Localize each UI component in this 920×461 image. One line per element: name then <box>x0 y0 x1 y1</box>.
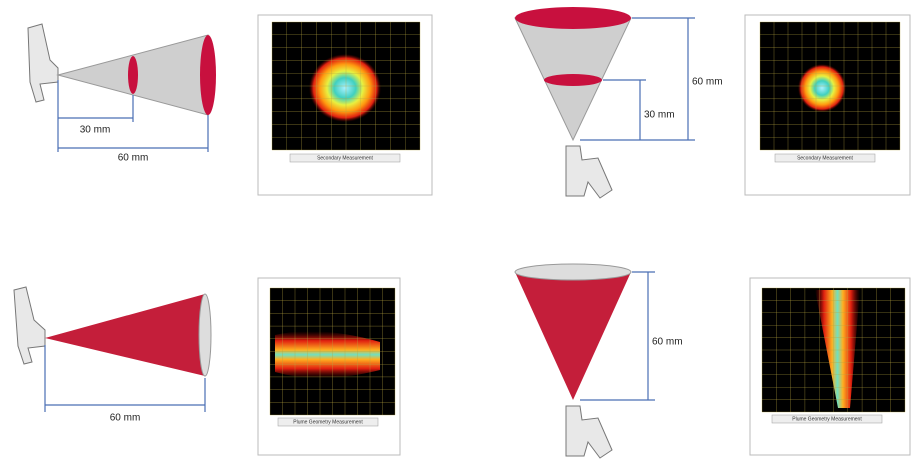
plot-caption: Plume Geometry Measurement <box>293 419 363 425</box>
heatmap-panel-2: Secondary Measurement <box>745 15 910 195</box>
figure: 30 mm 60 mm Secondary Measurement 60 mm … <box>0 0 920 461</box>
dimension-label: 30 mm <box>644 110 675 121</box>
spray-section <box>515 7 631 29</box>
inhaler <box>14 287 45 364</box>
plot-caption: Secondary Measurement <box>317 155 373 161</box>
plume-cone <box>515 272 631 400</box>
plume-end <box>515 264 631 280</box>
inhaler <box>28 24 58 102</box>
spray-diagram-2: 60 mm 30 mm <box>515 7 723 198</box>
plume-cone <box>45 294 205 376</box>
plume-end <box>199 294 211 376</box>
dimension-label: 60 mm <box>118 153 149 164</box>
spray-section <box>544 74 602 86</box>
page: 30 mm 60 mm Secondary Measurement 60 mm … <box>0 0 920 461</box>
dimension-label: 60 mm <box>652 337 683 348</box>
plume-diagram-1: 60 mm <box>14 287 211 424</box>
heatmap-panel-1: Secondary Measurement <box>258 15 432 195</box>
spray-section <box>200 35 216 115</box>
heatmap-panel-3: Plume Geometry Measurement <box>258 278 400 455</box>
dimension-label: 60 mm <box>692 77 723 88</box>
dimension-label: 30 mm <box>80 125 111 136</box>
spray-pattern <box>309 54 381 122</box>
plot-caption: Plume Geometry Measurement <box>792 416 862 422</box>
hand-with-bottle <box>566 146 612 198</box>
spray-diagram-1: 30 mm 60 mm <box>28 24 216 164</box>
plume-diagram-2: 60 mm <box>515 264 683 458</box>
spray-section <box>128 56 138 94</box>
spray-pattern <box>798 64 846 112</box>
heatmap-panel-4: Plume Geometry Measurement <box>750 278 910 455</box>
plot-caption: Secondary Measurement <box>797 155 853 161</box>
dimension-label: 60 mm <box>110 413 141 424</box>
hand-with-bottle <box>566 406 612 458</box>
plume-pattern <box>275 331 380 378</box>
